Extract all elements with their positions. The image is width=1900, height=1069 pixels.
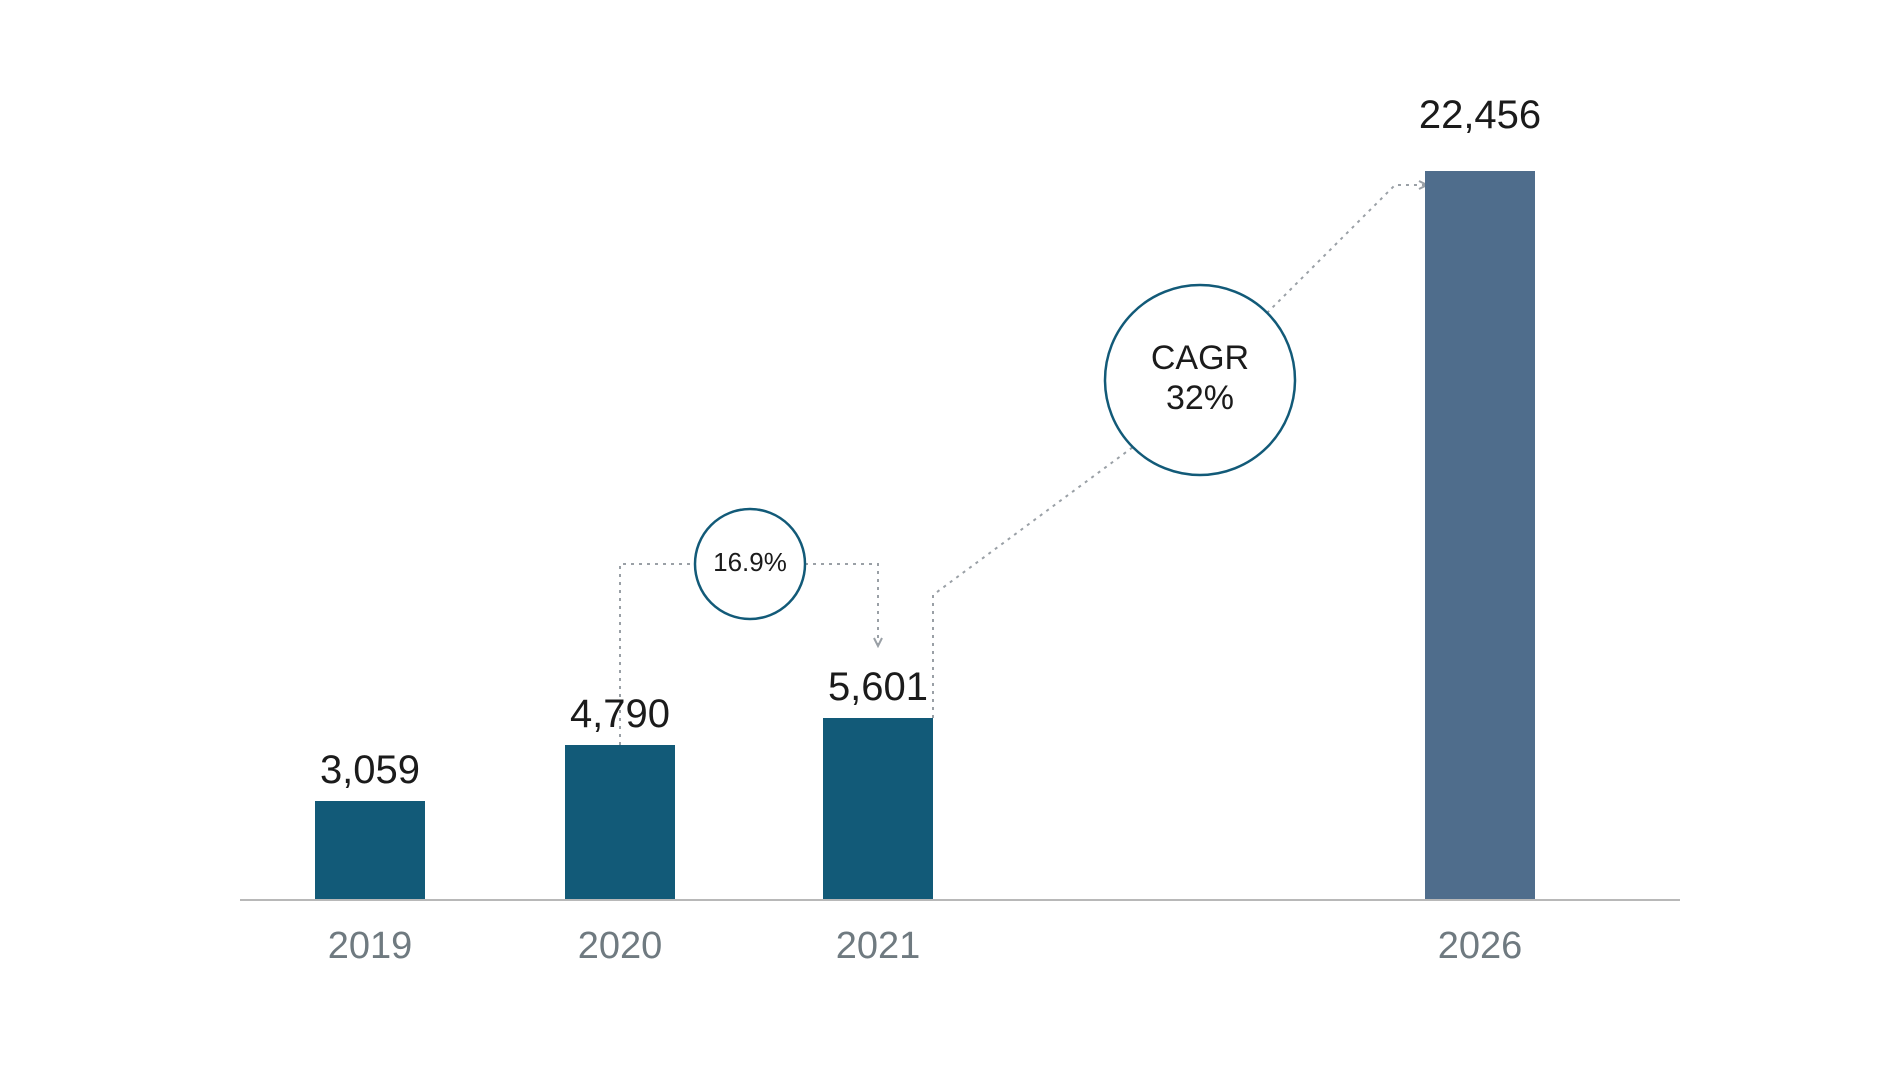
- bar-2026: [1425, 171, 1535, 900]
- bar-category-label-2020: 2020: [578, 925, 663, 967]
- callout-text-cagr-0: CAGR: [1151, 339, 1249, 377]
- bar-value-label-2019: 3,059: [320, 748, 420, 792]
- bar-category-label-2019: 2019: [328, 925, 413, 967]
- callout-text-cagr-1: 32%: [1166, 379, 1234, 417]
- bar-value-label-2020: 4,790: [570, 692, 670, 736]
- bar-2020: [565, 745, 675, 900]
- bar-value-label-2026: 22,456: [1419, 93, 1541, 137]
- market-growth-bar-chart: 3,059 2019 4,790 2020 5,601 2021 22,456 2026 16.…: [0, 0, 1900, 1069]
- bar-2019: [315, 801, 425, 900]
- chart-background: [0, 0, 1900, 1069]
- bar-value-label-2021: 5,601: [828, 665, 928, 709]
- bar-category-label-2026: 2026: [1438, 925, 1523, 967]
- chart-svg: 3,059 2019 4,790 2020 5,601 2021 22,456 2026 16.…: [0, 0, 1900, 1069]
- bar-2021: [823, 718, 933, 900]
- callout-text-growth-1-0: 16.9%: [713, 547, 787, 577]
- bar-category-label-2021: 2021: [836, 925, 921, 967]
